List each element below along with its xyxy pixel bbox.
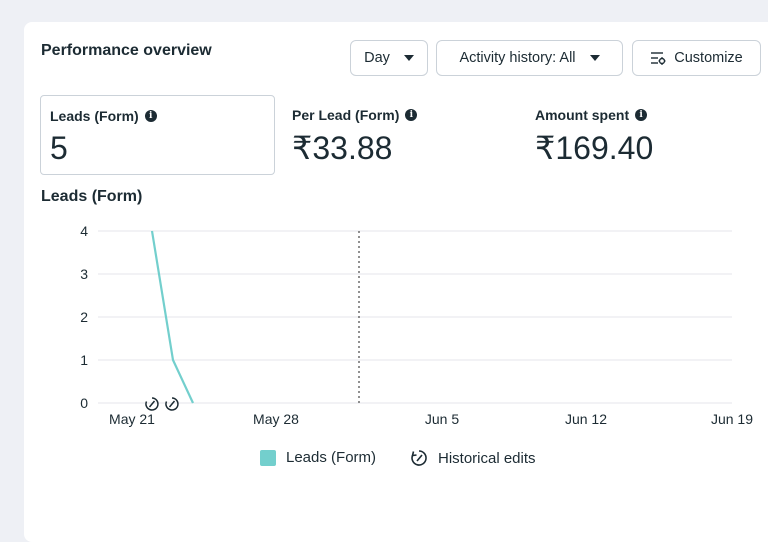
caret-down-icon bbox=[589, 55, 600, 61]
info-icon[interactable]: i bbox=[635, 109, 648, 121]
metric-label-row: Per Lead (Form) i bbox=[292, 107, 418, 123]
y-tick-label: 2 bbox=[80, 309, 88, 325]
metric-label: Per Lead (Form) bbox=[292, 107, 400, 123]
day-dropdown-label: Day bbox=[364, 50, 390, 66]
y-tick-label: 4 bbox=[80, 223, 88, 239]
y-tick-label: 3 bbox=[80, 266, 88, 282]
y-tick-label: 1 bbox=[80, 352, 88, 368]
activity-history-label: Activity history: All bbox=[459, 50, 576, 66]
legend-leads[interactable]: Leads (Form) bbox=[260, 449, 376, 466]
x-tick-label: May 28 bbox=[253, 411, 299, 427]
metric-amount-spent[interactable]: Amount spent i ₹169.40 bbox=[526, 95, 761, 175]
performance-card: Performance overview Day Activity histor… bbox=[24, 22, 768, 542]
caret-down-icon bbox=[403, 55, 414, 61]
metric-leads-form[interactable]: Leads (Form) i 5 bbox=[40, 95, 275, 175]
info-icon[interactable]: i bbox=[144, 110, 157, 122]
day-dropdown[interactable]: Day bbox=[350, 40, 428, 76]
y-tick-label: 0 bbox=[80, 395, 88, 411]
metric-label-row: Leads (Form) i bbox=[50, 108, 157, 124]
activity-history-dropdown[interactable]: Activity history: All bbox=[436, 40, 623, 76]
x-tick-label: Jun 19 bbox=[711, 411, 753, 427]
metric-per-lead[interactable]: Per Lead (Form) i ₹33.88 bbox=[283, 95, 518, 175]
metric-label: Leads (Form) bbox=[50, 108, 139, 124]
legend-label: Leads (Form) bbox=[286, 449, 377, 466]
metric-label-row: Amount spent i bbox=[535, 107, 648, 123]
historical-edit-icon bbox=[411, 450, 427, 466]
page-title: Performance overview bbox=[41, 42, 212, 59]
legend-historical-edits[interactable]: Historical edits bbox=[410, 449, 536, 467]
customize-label: Customize bbox=[674, 50, 743, 66]
chart-title: Leads (Form) bbox=[41, 188, 143, 205]
metric-value: ₹169.40 bbox=[535, 130, 654, 166]
historical-edit-marker bbox=[165, 397, 179, 411]
series-line-leads bbox=[150, 230, 194, 404]
customize-button[interactable]: Customize bbox=[632, 40, 761, 76]
x-tick-label: Jun 12 bbox=[565, 411, 607, 427]
customize-icon bbox=[651, 52, 666, 65]
metric-value: ₹33.88 bbox=[292, 130, 393, 166]
leads-line-chart: 0 1 2 3 4 May 21 May 28 Jun 5 Jun 12 Jun 19 bbox=[80, 223, 753, 427]
legend-label: Historical edits bbox=[438, 449, 536, 467]
metric-label: Amount spent bbox=[535, 107, 630, 123]
x-tick-label: May 21 bbox=[109, 411, 155, 427]
info-icon[interactable]: i bbox=[405, 109, 418, 121]
historical-edit-marker bbox=[145, 397, 159, 411]
x-tick-label: Jun 5 bbox=[425, 411, 459, 427]
legend-swatch bbox=[260, 449, 276, 466]
metric-value: 5 bbox=[50, 130, 68, 166]
